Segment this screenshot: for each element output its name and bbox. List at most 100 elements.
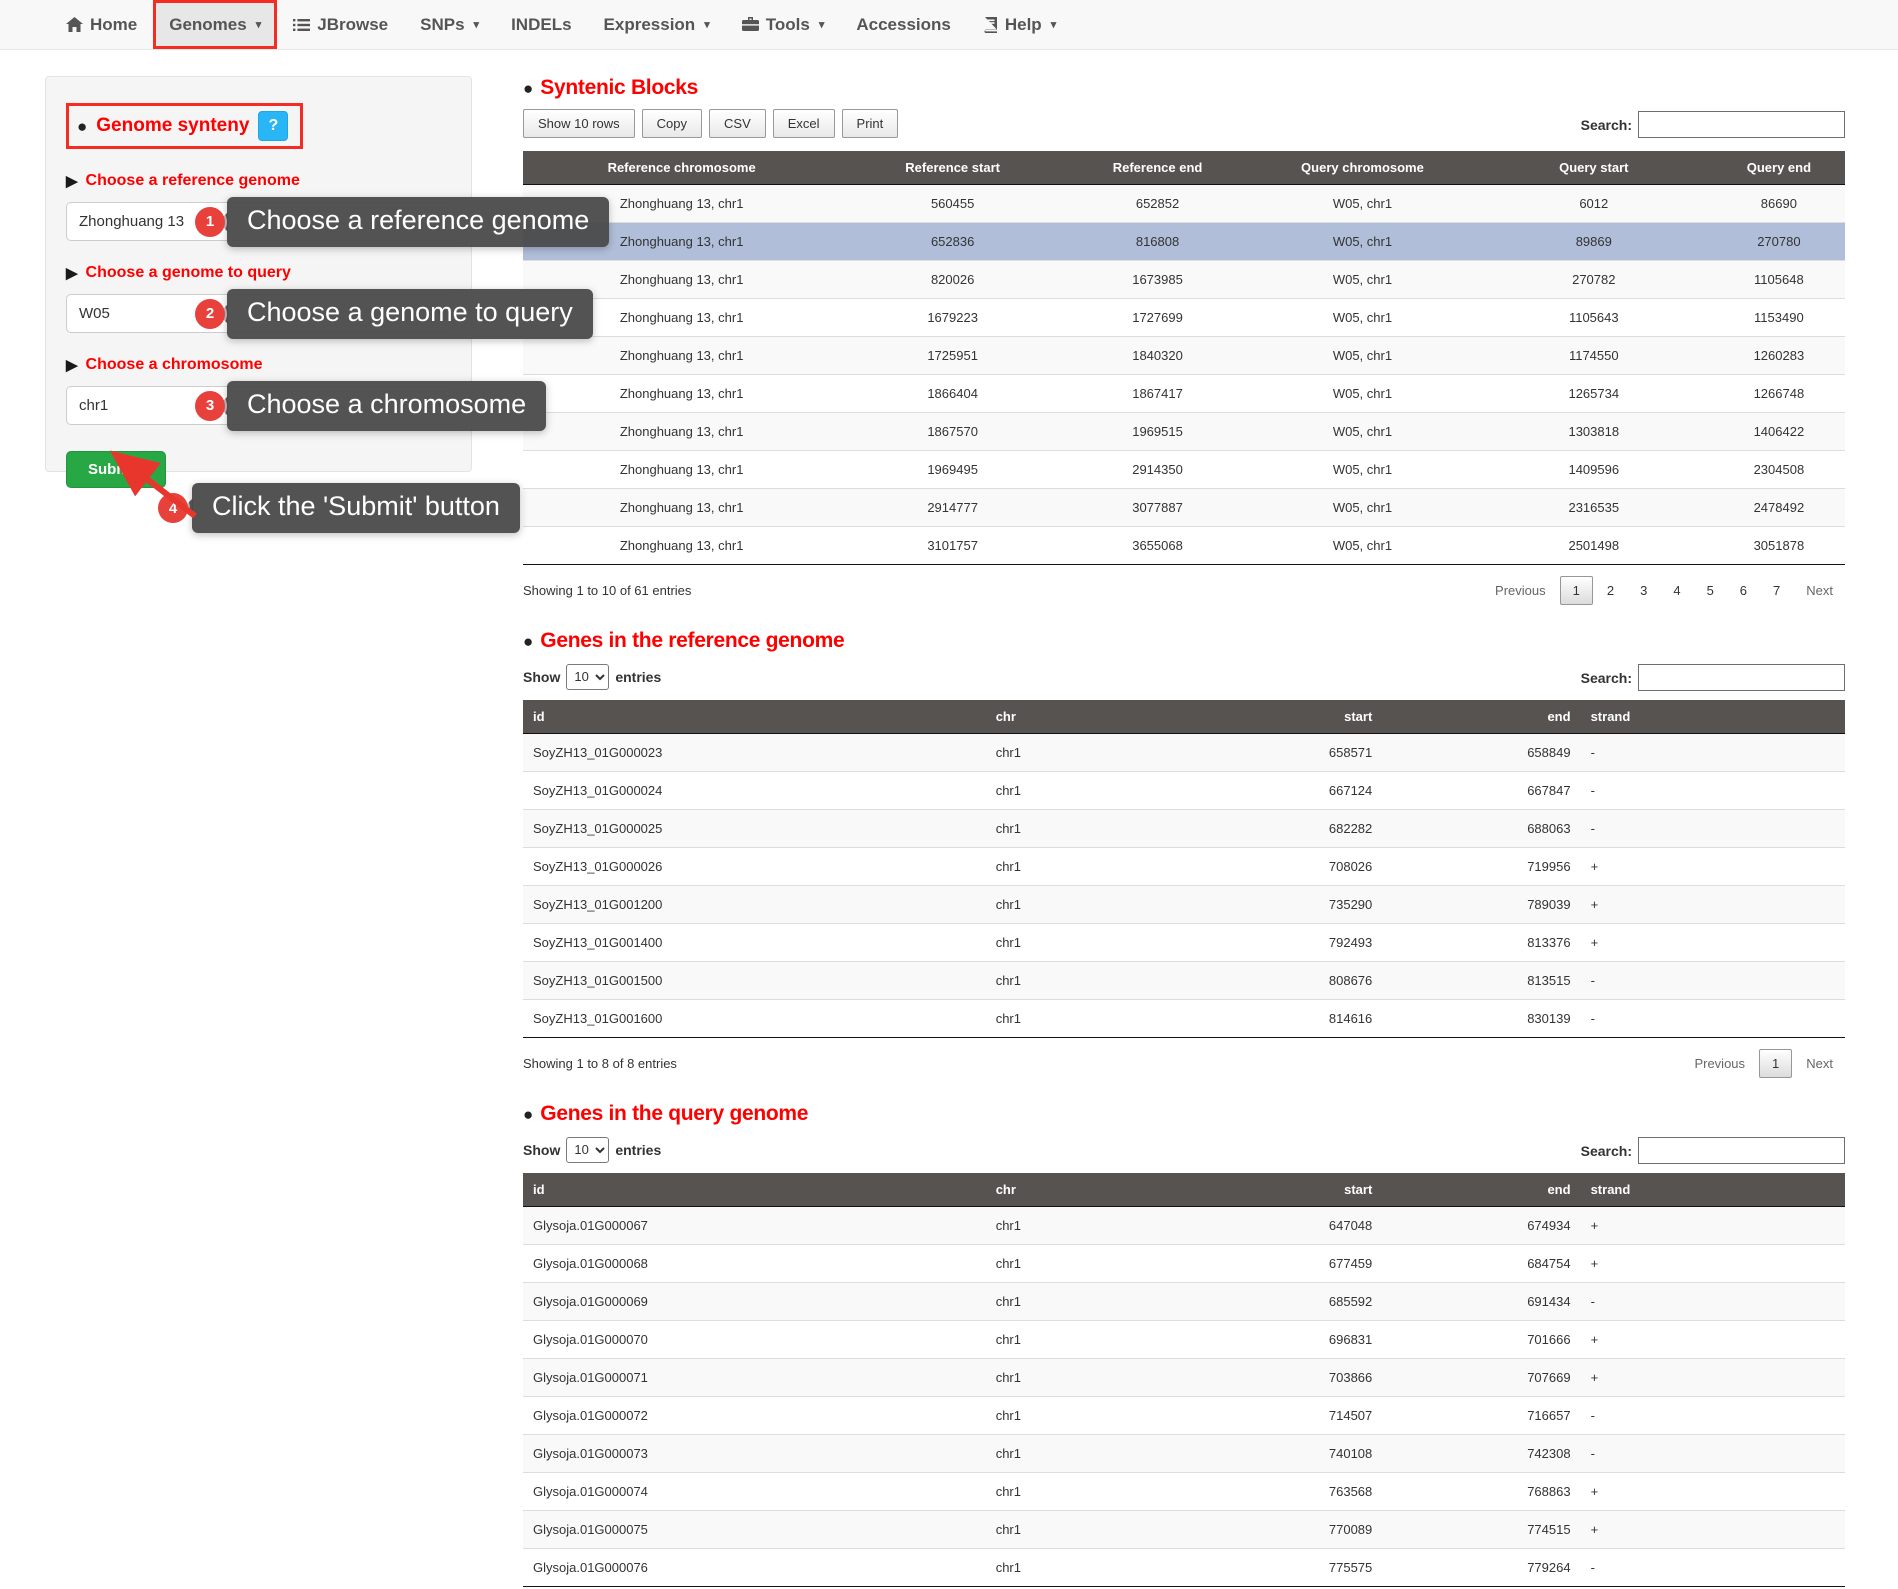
chevron-down-icon: ▾	[704, 19, 710, 31]
page-button-1[interactable]: 1	[1559, 575, 1593, 605]
previous-button[interactable]: Previous	[1694, 1055, 1746, 1071]
tour-step-3-badge: 3	[195, 390, 225, 421]
column-header[interactable]: end	[1382, 700, 1581, 734]
nav-item-genomes[interactable]: Genomes ▾	[153, 0, 278, 49]
cell: 684754	[1527, 1256, 1571, 1271]
page-button-6[interactable]: 6	[1739, 582, 1748, 598]
excel-button[interactable]: Excel	[772, 109, 835, 138]
cell: W05, chr1	[1332, 462, 1393, 477]
print-button[interactable]: Print	[841, 109, 899, 138]
column-header[interactable]: Query start	[1474, 151, 1713, 185]
show-entries-select[interactable]: 10	[566, 1136, 610, 1163]
table-row[interactable]: SoyZH13_01G000023 chr1 658571 658849 -	[523, 733, 1845, 772]
cell: chr1	[995, 1294, 1021, 1309]
table-row[interactable]: Glysoja.01G000075 chr1 770089 774515 +	[523, 1510, 1845, 1549]
column-header[interactable]: chr	[985, 700, 1184, 734]
table-row[interactable]: Zhonghuang 13, chr1 3101757 3655068 W05, ch…	[523, 526, 1845, 565]
cell: 1866404	[927, 386, 978, 401]
page-button-4[interactable]: 4	[1673, 582, 1681, 598]
nav-item-home[interactable]: Home	[50, 0, 153, 49]
table-row[interactable]: Glysoja.01G000071 chr1 703866 707669 +	[523, 1358, 1845, 1397]
table-row[interactable]: SoyZH13_01G000025 chr1 682282 688063 -	[523, 809, 1845, 848]
page-button-3[interactable]: 3	[1640, 582, 1648, 598]
panel-title-annotation-box: ● Genome synteny ?	[66, 103, 304, 149]
table-row[interactable]: Zhonghuang 13, chr1 652836 816808 W05, chr1…	[523, 222, 1845, 261]
column-header[interactable]: strand	[1580, 700, 1845, 734]
search-input[interactable]	[1638, 111, 1845, 138]
table-row[interactable]: Zhonghuang 13, chr1 2914777 3077887 W05, ch…	[523, 488, 1845, 527]
page-button-1[interactable]: 1	[1759, 1048, 1793, 1078]
table-row[interactable]: Glysoja.01G000067 chr1 647048 674934 +	[523, 1206, 1845, 1245]
cell: chr1	[995, 1370, 1021, 1385]
table-row[interactable]: Glysoja.01G000073 chr1 740108 742308 -	[523, 1434, 1845, 1473]
page-button-7[interactable]: 7	[1773, 582, 1781, 598]
table-row[interactable]: SoyZH13_01G000024 chr1 667124 667847 -	[523, 771, 1845, 810]
cell: 1174550	[1568, 348, 1619, 363]
cell: 2478492	[1753, 500, 1805, 515]
cell: SoyZH13_01G000024	[533, 783, 663, 798]
table-row[interactable]: SoyZH13_01G001200 chr1 735290 789039 +	[523, 885, 1845, 924]
table-row[interactable]: Glysoja.01G000072 chr1 714507 716657 -	[523, 1396, 1845, 1435]
cell: chr1	[995, 1256, 1021, 1271]
next-button[interactable]: Next	[1806, 1055, 1833, 1071]
nav-item-indels[interactable]: INDELs	[495, 0, 587, 49]
page-button-2[interactable]: 2	[1606, 582, 1615, 598]
column-header[interactable]: end	[1382, 1173, 1581, 1207]
cell: SoyZH13_01G001400	[533, 935, 663, 950]
show-entries-select[interactable]: 10	[566, 663, 610, 690]
cell: 86690	[1760, 196, 1797, 211]
column-header[interactable]: id	[523, 700, 986, 734]
column-header[interactable]: strand	[1580, 1173, 1845, 1207]
table-row[interactable]: Zhonghuang 13, chr1 1969495 2914350 W05, ch…	[523, 450, 1845, 489]
column-header[interactable]: id	[523, 1173, 986, 1207]
table-row[interactable]: SoyZH13_01G000026 chr1 708026 719956 +	[523, 847, 1845, 886]
nav-item-accessions[interactable]: Accessions	[840, 0, 967, 49]
table-row[interactable]: Zhonghuang 13, chr1 1725951 1840320 W05, ch…	[523, 336, 1845, 375]
table-row[interactable]: Glysoja.01G000074 chr1 763568 768863 +	[523, 1472, 1845, 1511]
search-input[interactable]	[1638, 664, 1845, 691]
table-row[interactable]: Glysoja.01G000076 chr1 775575 779264 -	[523, 1548, 1845, 1587]
column-header[interactable]: Reference start	[840, 151, 1065, 185]
nav-item-help[interactable]: Help ▾	[967, 0, 1072, 49]
table-row[interactable]: Zhonghuang 13, chr1 1866404 1867417 W05, ch…	[523, 374, 1845, 413]
nav-item-snps[interactable]: SNPs ▾	[404, 0, 495, 49]
page-button-5[interactable]: 5	[1706, 582, 1714, 598]
column-header[interactable]: Reference chromosome	[523, 151, 841, 185]
table-row[interactable]: SoyZH13_01G001600 chr1 814616 830139 -	[523, 999, 1845, 1038]
column-header[interactable]: start	[1183, 700, 1383, 734]
next-button[interactable]: Next	[1806, 582, 1833, 598]
copy-button[interactable]: Copy	[641, 109, 703, 138]
table-row[interactable]: SoyZH13_01G001500 chr1 808676 813515 -	[523, 961, 1845, 1000]
nav-item-expression[interactable]: Expression ▾	[588, 0, 726, 49]
table-row[interactable]: Zhonghuang 13, chr1 1679223 1727699 W05, ch…	[523, 298, 1845, 337]
table-row[interactable]: Glysoja.01G000068 chr1 677459 684754 +	[523, 1244, 1845, 1283]
column-header[interactable]: Query end	[1712, 151, 1845, 185]
table-row[interactable]: Zhonghuang 13, chr1 560455 652852 W05, chr1…	[523, 184, 1845, 223]
nav-item-jbrowse[interactable]: JBrowse	[277, 0, 404, 49]
table-row[interactable]: Zhonghuang 13, chr1 1867570 1969515 W05, ch…	[523, 412, 1845, 451]
column-header[interactable]: Query chromosome	[1250, 151, 1475, 185]
cell: 6012	[1579, 196, 1609, 211]
column-header[interactable]: start	[1183, 1173, 1383, 1207]
previous-button[interactable]: Previous	[1495, 582, 1546, 598]
column-header[interactable]: chr	[985, 1173, 1184, 1207]
table-row[interactable]: Zhonghuang 13, chr1 820026 1673985 W05, chr…	[523, 260, 1845, 299]
csv-button[interactable]: CSV	[709, 109, 766, 138]
cell: Zhonghuang 13, chr1	[619, 424, 744, 439]
cell: 688063	[1527, 821, 1571, 836]
help-button[interactable]: ?	[258, 111, 289, 141]
table-row[interactable]: Glysoja.01G000069 chr1 685592 691434 -	[523, 1282, 1845, 1321]
ref-genes-table: id chr start end strand SoyZH13_01G000023 chr1…	[523, 700, 1845, 1038]
search-input[interactable]	[1638, 1137, 1845, 1164]
show-10-rows-button[interactable]: Show 10 rows	[523, 109, 635, 138]
table-row[interactable]: Glysoja.01G000070 chr1 696831 701666 +	[523, 1320, 1845, 1359]
nav-item-tools[interactable]: Tools ▾	[726, 0, 841, 49]
table-row[interactable]: SoyZH13_01G001400 chr1 792493 813376 +	[523, 923, 1845, 962]
entries-info: Showing 1 to 8 of 8 entries	[523, 1055, 677, 1071]
query-genes-search: Search:	[1581, 1137, 1845, 1164]
column-header[interactable]: Reference end	[1065, 151, 1251, 185]
